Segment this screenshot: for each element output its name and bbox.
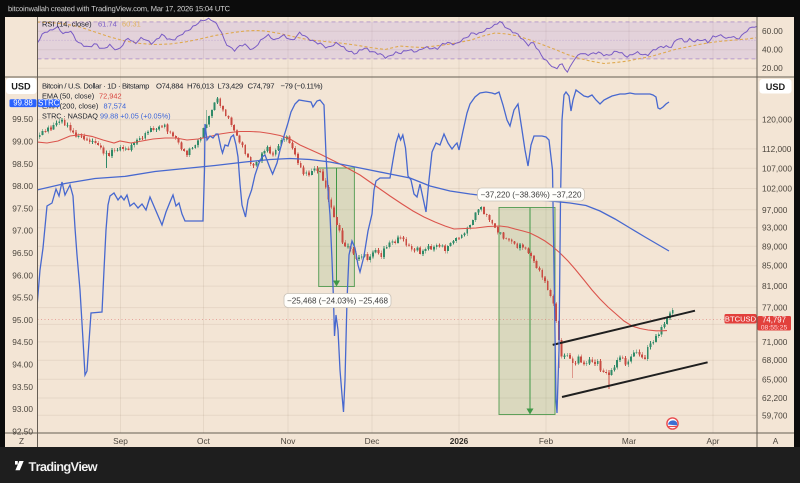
svg-text:95.00: 95.00 — [12, 315, 33, 325]
svg-text:97.00: 97.00 — [12, 226, 33, 236]
svg-text:EMA (200, close)87,574: EMA (200, close) 87,574 — [42, 102, 126, 111]
svg-text:Feb: Feb — [539, 436, 554, 446]
svg-text:81,000: 81,000 — [762, 281, 788, 291]
svg-text:60.00: 60.00 — [762, 26, 783, 36]
svg-text:95.50: 95.50 — [12, 293, 33, 303]
svg-text:EMA (50, close)72,942: EMA (50, close) 72,942 — [42, 92, 122, 101]
svg-text:USD: USD — [11, 82, 31, 92]
svg-text:98.00: 98.00 — [12, 181, 33, 191]
svg-text:93.50: 93.50 — [12, 382, 33, 392]
svg-text:Apr: Apr — [707, 436, 720, 446]
svg-text:62,200: 62,200 — [762, 393, 788, 403]
svg-text:08:55:25: 08:55:25 — [761, 325, 788, 332]
svg-text:Oct: Oct — [197, 436, 211, 446]
svg-text:94.00: 94.00 — [12, 360, 33, 370]
svg-text:93,000: 93,000 — [762, 223, 788, 233]
svg-text:BTCUSD: BTCUSD — [725, 314, 757, 323]
svg-text:40.00: 40.00 — [762, 45, 783, 55]
svg-text:Mar: Mar — [622, 436, 637, 446]
svg-text:99.88: 99.88 — [13, 99, 33, 108]
svg-text:59,700: 59,700 — [762, 410, 788, 420]
svg-text:112,000: 112,000 — [762, 144, 792, 154]
svg-text:85,000: 85,000 — [762, 261, 788, 271]
svg-text:71,000: 71,000 — [762, 337, 788, 347]
svg-text:74,797: 74,797 — [762, 315, 786, 324]
svg-text:93.00: 93.00 — [12, 404, 33, 414]
svg-text:−25,468 (−24.03%) −25,468: −25,468 (−24.03%) −25,468 — [287, 296, 389, 305]
svg-text:Sep: Sep — [113, 436, 128, 446]
svg-text:2026: 2026 — [450, 436, 469, 446]
svg-text:92.50: 92.50 — [12, 426, 33, 436]
svg-text:99.00: 99.00 — [12, 137, 33, 147]
svg-text:96.50: 96.50 — [12, 248, 33, 258]
svg-text:STRC: STRC — [38, 99, 60, 108]
svg-text:A: A — [773, 436, 779, 446]
svg-text:−37,220 (−38.36%) −37,220: −37,220 (−38.36%) −37,220 — [480, 191, 582, 200]
svg-text:97,000: 97,000 — [762, 205, 788, 215]
svg-text:102,000: 102,000 — [762, 184, 792, 194]
svg-text:Z: Z — [19, 436, 24, 446]
svg-text:94.50: 94.50 — [12, 337, 33, 347]
svg-text:Bitcoin / U.S. Dollar · 1D · B: Bitcoin / U.S. Dollar · 1D · Bitstamp O74… — [42, 82, 323, 91]
svg-text:65,000: 65,000 — [762, 374, 788, 384]
svg-text:USD: USD — [766, 82, 786, 92]
svg-text:120,000: 120,000 — [762, 115, 792, 125]
svg-text:Nov: Nov — [281, 436, 297, 446]
svg-text:Dec: Dec — [365, 436, 380, 446]
svg-text:68,000: 68,000 — [762, 355, 788, 365]
svg-text:97.50: 97.50 — [12, 203, 33, 213]
svg-text:98.50: 98.50 — [12, 159, 33, 169]
svg-text:89,000: 89,000 — [762, 241, 788, 251]
svg-text:20.00: 20.00 — [762, 63, 783, 73]
svg-text:107,000: 107,000 — [762, 163, 792, 173]
svg-text:96.00: 96.00 — [12, 270, 33, 280]
svg-text:99.50: 99.50 — [12, 114, 33, 124]
svg-text:77,000: 77,000 — [762, 303, 788, 313]
